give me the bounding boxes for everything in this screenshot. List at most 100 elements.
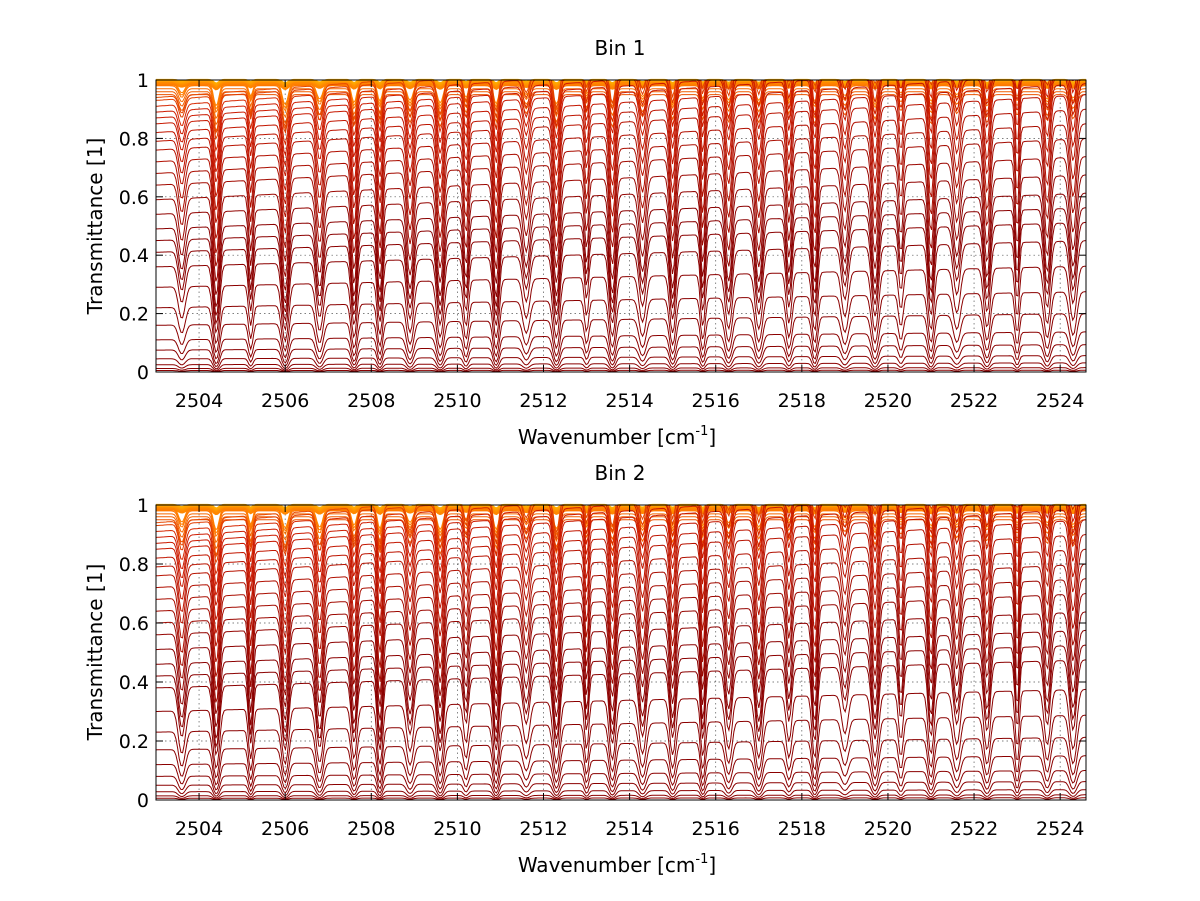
x-axis-label-end: ] — [708, 853, 716, 877]
series-line — [155, 137, 1087, 267]
series-line — [156, 516, 1086, 550]
series-line — [155, 79, 1086, 172]
series-line — [155, 79, 1086, 183]
y-axis-label: Transmittance [1] — [83, 138, 107, 316]
plot-frame — [155, 504, 1087, 801]
series-line — [156, 688, 1087, 770]
x-axis-label-end: ] — [708, 425, 716, 449]
x-tick-label: 2506 — [261, 818, 309, 840]
x-tick-label: 2522 — [950, 390, 998, 412]
x-tick-label: 2514 — [605, 390, 653, 412]
series-layer — [155, 78, 1087, 373]
series-line — [155, 174, 1087, 295]
series-line — [155, 593, 1087, 714]
series-line — [156, 369, 1086, 373]
series-line — [156, 344, 1087, 368]
x-tick-label: 2516 — [692, 818, 740, 840]
series-line — [156, 797, 1086, 801]
series-line — [155, 504, 1086, 606]
series-line — [156, 362, 1086, 371]
x-tick-label: 2512 — [519, 818, 567, 840]
series-line — [155, 291, 1087, 354]
x-tick-label: 2524 — [1036, 818, 1084, 840]
x-tick-label: 2518 — [778, 390, 826, 412]
panel-bin-2: Bin 2 2504 2506 2508 2510 2512 2514 2516 2518 25… — [83, 461, 1087, 877]
x-tick-label: 2522 — [950, 818, 998, 840]
series-line — [156, 519, 1086, 556]
series-line — [156, 714, 1087, 779]
x-tick-label: 2504 — [175, 818, 223, 840]
series-line — [156, 91, 1086, 126]
series-line — [155, 240, 1087, 334]
series-line — [156, 794, 1086, 800]
x-tick-label: 2516 — [692, 390, 740, 412]
x-tick-label: 2504 — [175, 390, 223, 412]
series-line — [156, 94, 1086, 133]
x-axis-label: Wavenumber [cm-1] — [518, 852, 716, 877]
x-axis-label-sup: -1 — [695, 852, 708, 867]
series-line — [155, 534, 1087, 663]
x-tick-label: 2520 — [864, 818, 912, 840]
x-tick-label: 2520 — [864, 390, 912, 412]
ticks-layer: 2504 2506 2508 2510 2512 2514 2516 2518 2520 2522… — [119, 495, 1086, 840]
series-line — [155, 736, 1087, 786]
panel-bin-1: Bin 1 2504 2506 2508 2510 2512 2514 2516 2518 25… — [83, 36, 1087, 449]
x-axis-label-main: Wavenumber [cm — [518, 425, 696, 449]
series-line — [156, 510, 1086, 538]
series-line — [155, 578, 1087, 703]
y-tick-label: 1 — [137, 70, 149, 92]
series-line — [155, 563, 1087, 691]
series-line — [156, 355, 1086, 370]
y-tick-label: 0.6 — [119, 613, 149, 635]
series-line — [155, 781, 1086, 797]
x-tick-label: 2510 — [433, 390, 481, 412]
series-line — [155, 79, 1086, 135]
series-line — [156, 367, 1086, 372]
series-line — [156, 789, 1086, 799]
plot-frame — [155, 79, 1087, 373]
series-line — [156, 331, 1086, 365]
series-line — [155, 221, 1087, 326]
series-line — [156, 82, 1086, 107]
series-line — [155, 644, 1087, 749]
y-tick-label: 0.2 — [119, 304, 149, 326]
y-tick-label: 0.4 — [119, 245, 149, 267]
x-tick-label: 2506 — [261, 390, 309, 412]
series-line — [155, 504, 1086, 620]
series-line — [155, 79, 1086, 197]
x-tick-label: 2512 — [519, 390, 567, 412]
series-line — [155, 611, 1087, 727]
y-tick-label: 0.8 — [119, 128, 149, 150]
series-line — [155, 508, 1087, 634]
series-line — [156, 88, 1086, 120]
series-line — [155, 629, 1087, 739]
y-tick-label: 0.4 — [119, 672, 149, 694]
series-line — [156, 83, 1086, 110]
series-line — [155, 507, 1086, 531]
series-line — [155, 108, 1087, 239]
series-line — [155, 548, 1087, 677]
series-line — [155, 156, 1087, 282]
x-tick-label: 2510 — [433, 818, 481, 840]
series-line — [156, 770, 1086, 795]
x-axis-label-sup: -1 — [695, 424, 708, 439]
x-tick-label: 2508 — [347, 818, 395, 840]
x-tick-label: 2508 — [347, 390, 395, 412]
series-layer — [155, 503, 1087, 801]
series-line — [155, 207, 1087, 316]
y-tick-label: 1 — [137, 495, 149, 517]
x-tick-label: 2518 — [778, 818, 826, 840]
ticks-layer: 2504 2506 2508 2510 2512 2514 2516 2518 2520 2522… — [119, 70, 1086, 412]
y-tick-label: 0 — [137, 362, 149, 384]
series-line — [156, 123, 1087, 254]
y-tick-label: 0.8 — [119, 554, 149, 576]
y-tick-label: 0 — [137, 790, 149, 812]
series-line — [156, 755, 1086, 791]
x-tick-label: 2524 — [1036, 390, 1084, 412]
x-axis-label-main: Wavenumber [cm — [518, 853, 696, 877]
chart-title: Bin 2 — [594, 461, 645, 485]
y-tick-label: 0.2 — [119, 731, 149, 753]
series-line — [156, 508, 1086, 534]
y-axis-label: Transmittance [1] — [83, 564, 107, 742]
